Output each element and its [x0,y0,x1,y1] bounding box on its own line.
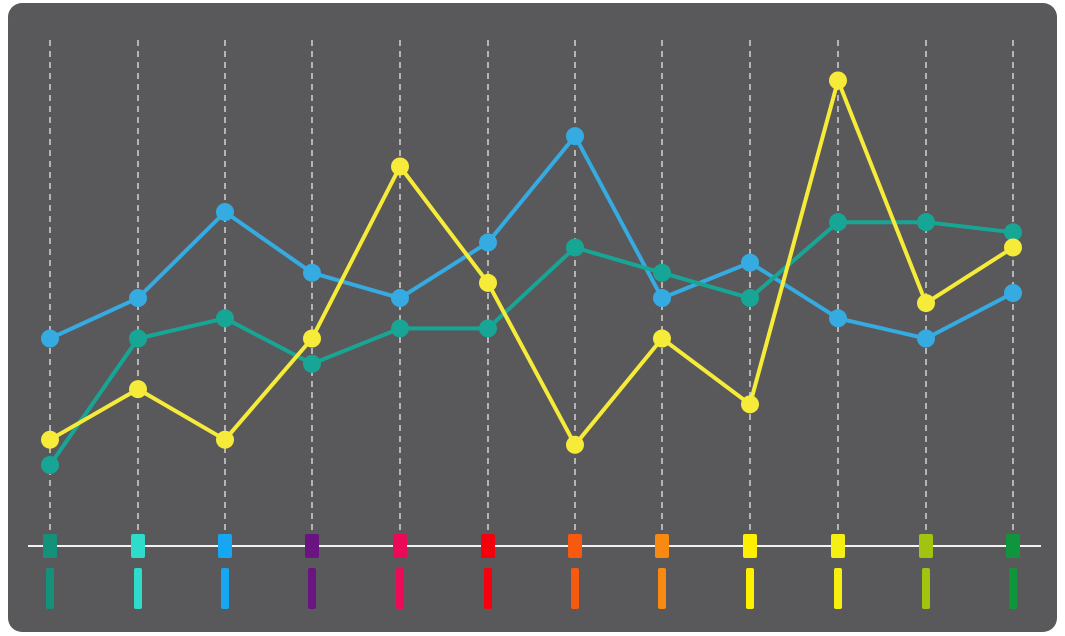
data-point[interactable] [653,263,671,282]
category-tick-marker [131,534,145,558]
data-point[interactable] [566,435,584,454]
chart-panel [8,3,1057,632]
category-tick-marker [305,534,319,558]
data-point[interactable] [391,157,409,176]
series-line [49,78,1015,447]
data-point[interactable] [391,289,409,308]
category-tick-marker [919,534,933,558]
data-point[interactable] [216,309,234,328]
series-line [48,220,1014,467]
category-color-bar [746,568,754,609]
category-tick-marker [568,534,582,558]
data-point[interactable] [741,289,759,308]
data-point[interactable] [303,354,321,373]
data-point[interactable] [653,289,671,308]
category-color-bar [46,568,54,609]
data-point[interactable] [829,71,847,90]
data-point[interactable] [741,395,759,414]
data-point[interactable] [216,430,234,449]
data-point[interactable] [41,430,59,449]
data-point[interactable] [479,273,497,292]
data-point[interactable] [129,329,147,348]
category-tick-marker [1006,534,1020,558]
category-color-bar [658,568,666,609]
category-color-bar [221,568,229,609]
category-tick-marker [481,534,495,558]
data-point[interactable] [917,329,935,348]
category-tick-marker [831,534,845,558]
data-point[interactable] [1004,238,1022,257]
data-point[interactable] [41,456,59,475]
series-line [49,134,1014,341]
data-point[interactable] [129,380,147,399]
category-tick-marker [743,534,757,558]
data-point[interactable] [391,319,409,338]
data-point[interactable] [129,289,147,308]
data-point[interactable] [216,203,234,222]
category-color-bar [571,568,579,609]
data-point[interactable] [566,127,584,146]
category-tick-marker [218,534,232,558]
data-point[interactable] [566,238,584,257]
category-color-bar [922,568,930,609]
category-color-bar [308,568,316,609]
data-point[interactable] [829,213,847,232]
data-point[interactable] [653,329,671,348]
data-point[interactable] [303,329,321,348]
data-point[interactable] [479,233,497,252]
data-point[interactable] [1004,223,1022,242]
data-point[interactable] [917,294,935,313]
category-tick-marker [655,534,669,558]
category-tick-marker [43,534,57,558]
data-point[interactable] [741,253,759,272]
category-color-bar [834,568,842,609]
category-color-bar [1009,568,1017,609]
category-color-bar [484,568,492,609]
data-point[interactable] [41,329,59,348]
data-point[interactable] [479,319,497,338]
category-color-bar [396,568,404,609]
data-point[interactable] [303,263,321,282]
data-point[interactable] [1004,284,1022,302]
category-color-bar [134,568,142,609]
category-tick-marker [393,534,407,558]
data-point[interactable] [917,213,935,232]
data-point[interactable] [829,309,847,328]
